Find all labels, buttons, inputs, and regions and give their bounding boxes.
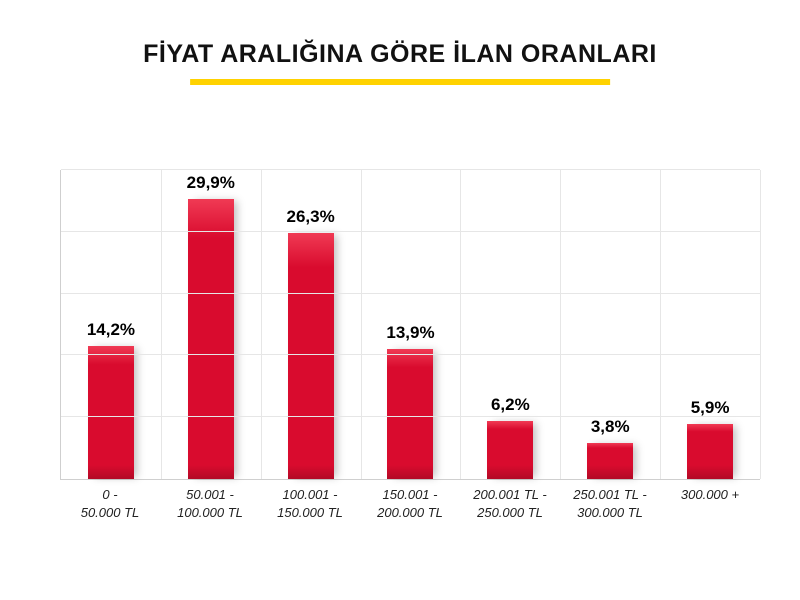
x-axis-label-line1: 50.001 -	[160, 486, 260, 504]
gridline-h	[61, 416, 760, 417]
chart-title: FİYAT ARALIĞINA GÖRE İLAN ORANLARI	[143, 40, 657, 69]
bar-slot: 14,2%	[61, 170, 161, 479]
bar-value-label: 13,9%	[386, 323, 434, 343]
x-axis-label-line2: 50.000 TL	[60, 504, 160, 522]
gridline-h	[61, 293, 760, 294]
x-axis-label: 250.001 TL -300.000 TL	[560, 486, 660, 521]
gridline-v	[460, 170, 461, 479]
x-axis-label-line1: 200.001 TL -	[460, 486, 560, 504]
gridline-v	[660, 170, 661, 479]
page: FİYAT ARALIĞINA GÖRE İLAN ORANLARI 14,2%…	[0, 0, 800, 600]
gridline-v	[760, 170, 761, 479]
bar-value-label: 26,3%	[287, 207, 335, 227]
chart-title-underline	[190, 79, 610, 85]
bar-ground-shadow	[88, 465, 134, 479]
bar	[88, 346, 134, 479]
gridline-v	[361, 170, 362, 479]
x-axis-label: 100.001 -150.000 TL	[260, 486, 360, 521]
bar-value-label: 3,8%	[591, 417, 630, 437]
bar-ground-shadow	[687, 465, 733, 479]
bar-slot: 26,3%	[261, 170, 361, 479]
x-axis-label: 50.001 -100.000 TL	[160, 486, 260, 521]
x-axis-label-line1: 100.001 -	[260, 486, 360, 504]
bar	[387, 349, 433, 479]
bar-slot: 13,9%	[361, 170, 461, 479]
x-axis-label: 0 -50.000 TL	[60, 486, 160, 521]
gridline-h	[61, 231, 760, 232]
bar-slot: 29,9%	[161, 170, 261, 479]
x-axis-label-line2: 250.000 TL	[460, 504, 560, 522]
bar-value-label: 6,2%	[491, 395, 530, 415]
x-axis-label-line1: 0 -	[60, 486, 160, 504]
gridline-v	[560, 170, 561, 479]
bar-value-label: 14,2%	[87, 320, 135, 340]
bar	[487, 421, 533, 479]
x-axis-labels: 0 -50.000 TL50.001 -100.000 TL100.001 -1…	[60, 480, 760, 540]
bar-ground-shadow	[288, 465, 334, 479]
bar-ground-shadow	[587, 465, 633, 479]
bar	[288, 233, 334, 479]
bar-ground-shadow	[487, 465, 533, 479]
x-axis-label-line2: 200.000 TL	[360, 504, 460, 522]
bars-container: 14,2% 29,9% 26,3% 13,9% 6,2% 3,8% 5,9%	[61, 170, 760, 479]
bar-slot: 3,8%	[560, 170, 660, 479]
bar-value-label: 29,9%	[187, 173, 235, 193]
x-axis-label-line1: 150.001 -	[360, 486, 460, 504]
bar-slot: 6,2%	[460, 170, 560, 479]
bar-chart: 14,2% 29,9% 26,3% 13,9% 6,2% 3,8% 5,9% 0 -50.0…	[60, 170, 760, 540]
gridline-v	[161, 170, 162, 479]
chart-title-block: FİYAT ARALIĞINA GÖRE İLAN ORANLARI	[143, 40, 657, 85]
x-axis-label-line2: 100.000 TL	[160, 504, 260, 522]
bar-ground-shadow	[387, 465, 433, 479]
x-axis-label-line1: 250.001 TL -	[560, 486, 660, 504]
x-axis-label-line1: 300.000 +	[660, 486, 760, 504]
x-axis-label: 150.001 -200.000 TL	[360, 486, 460, 521]
x-axis-label: 200.001 TL -250.000 TL	[460, 486, 560, 521]
bar	[188, 199, 234, 479]
x-axis-label-line2: 300.000 TL	[560, 504, 660, 522]
x-axis-label-line2: 150.000 TL	[260, 504, 360, 522]
bar-ground-shadow	[188, 465, 234, 479]
plot-area: 14,2% 29,9% 26,3% 13,9% 6,2% 3,8% 5,9%	[60, 170, 760, 480]
gridline-v	[261, 170, 262, 479]
bar-slot: 5,9%	[660, 170, 760, 479]
gridline-h	[61, 169, 760, 170]
bar	[687, 424, 733, 479]
bar	[587, 443, 633, 479]
gridline-h	[61, 354, 760, 355]
bar-value-label: 5,9%	[691, 398, 730, 418]
x-axis-label: 300.000 +	[660, 486, 760, 504]
